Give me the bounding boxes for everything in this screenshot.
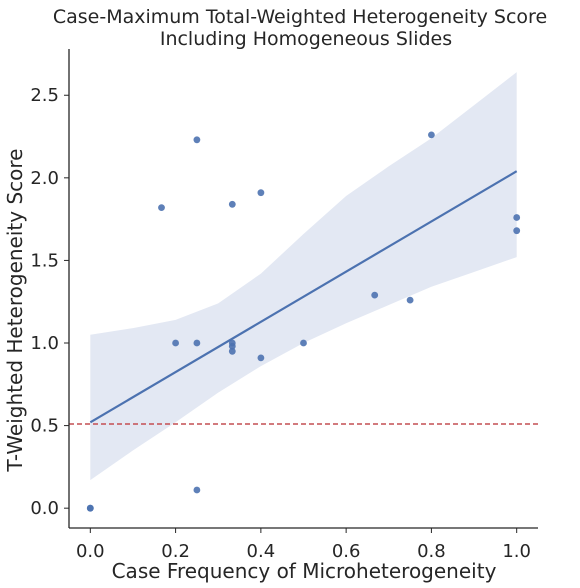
x-axis-ticks: 0.0 0.2 0.4 0.6 0.8 1.0 xyxy=(76,528,531,562)
regression-line xyxy=(89,170,518,424)
y-tick-label-0: 0.0 xyxy=(30,498,59,519)
data-point-16 xyxy=(428,131,435,139)
y-axis-label: T-Weighted Heterogeneity Score xyxy=(3,149,27,473)
data-point-2 xyxy=(158,204,165,212)
y-axis-ticks: 0.0 0.5 1.0 1.5 2.0 2.5 xyxy=(30,85,69,519)
data-point-6 xyxy=(193,486,201,494)
data-point-3 xyxy=(172,339,180,347)
data-point-15 xyxy=(406,296,414,304)
y-tick-label-2: 1.0 xyxy=(30,333,59,354)
scatter-points xyxy=(86,131,521,512)
x-tick-label-0: 0.0 xyxy=(76,541,105,562)
x-tick-label-4: 0.8 xyxy=(417,541,446,562)
data-point-11 xyxy=(257,189,265,197)
y-tick-label-3: 1.5 xyxy=(30,250,59,271)
x-tick-label-1: 0.2 xyxy=(161,541,190,562)
y-tick-label-4: 2.0 xyxy=(30,168,59,189)
x-tick-label-5: 1.0 xyxy=(502,541,531,562)
data-point-13 xyxy=(300,339,307,347)
y-tick-label-5: 2.5 xyxy=(30,85,59,106)
data-point-5 xyxy=(193,339,201,347)
data-point-9 xyxy=(228,342,236,350)
x-tick-label-3: 0.6 xyxy=(332,541,361,562)
data-point-10 xyxy=(228,347,236,355)
data-point-18 xyxy=(513,227,521,235)
data-point-14 xyxy=(371,291,379,299)
chart-title-line-2: Including Homogeneous Slides xyxy=(160,28,452,50)
confidence-band xyxy=(90,72,517,481)
chart-title-line-1: Case-Maximum Total-Weighted Heterogeneit… xyxy=(53,6,547,28)
data-point-7 xyxy=(228,200,236,208)
x-tick-label-2: 0.4 xyxy=(247,541,276,562)
data-point-12 xyxy=(257,354,265,362)
data-point-4 xyxy=(193,136,201,144)
y-tick-label-1: 0.5 xyxy=(30,416,59,437)
data-point-1 xyxy=(86,504,94,512)
plot-area xyxy=(69,72,538,512)
data-point-17 xyxy=(513,214,521,221)
x-axis-label: Case Frequency of Microheterogeneity xyxy=(112,559,497,583)
